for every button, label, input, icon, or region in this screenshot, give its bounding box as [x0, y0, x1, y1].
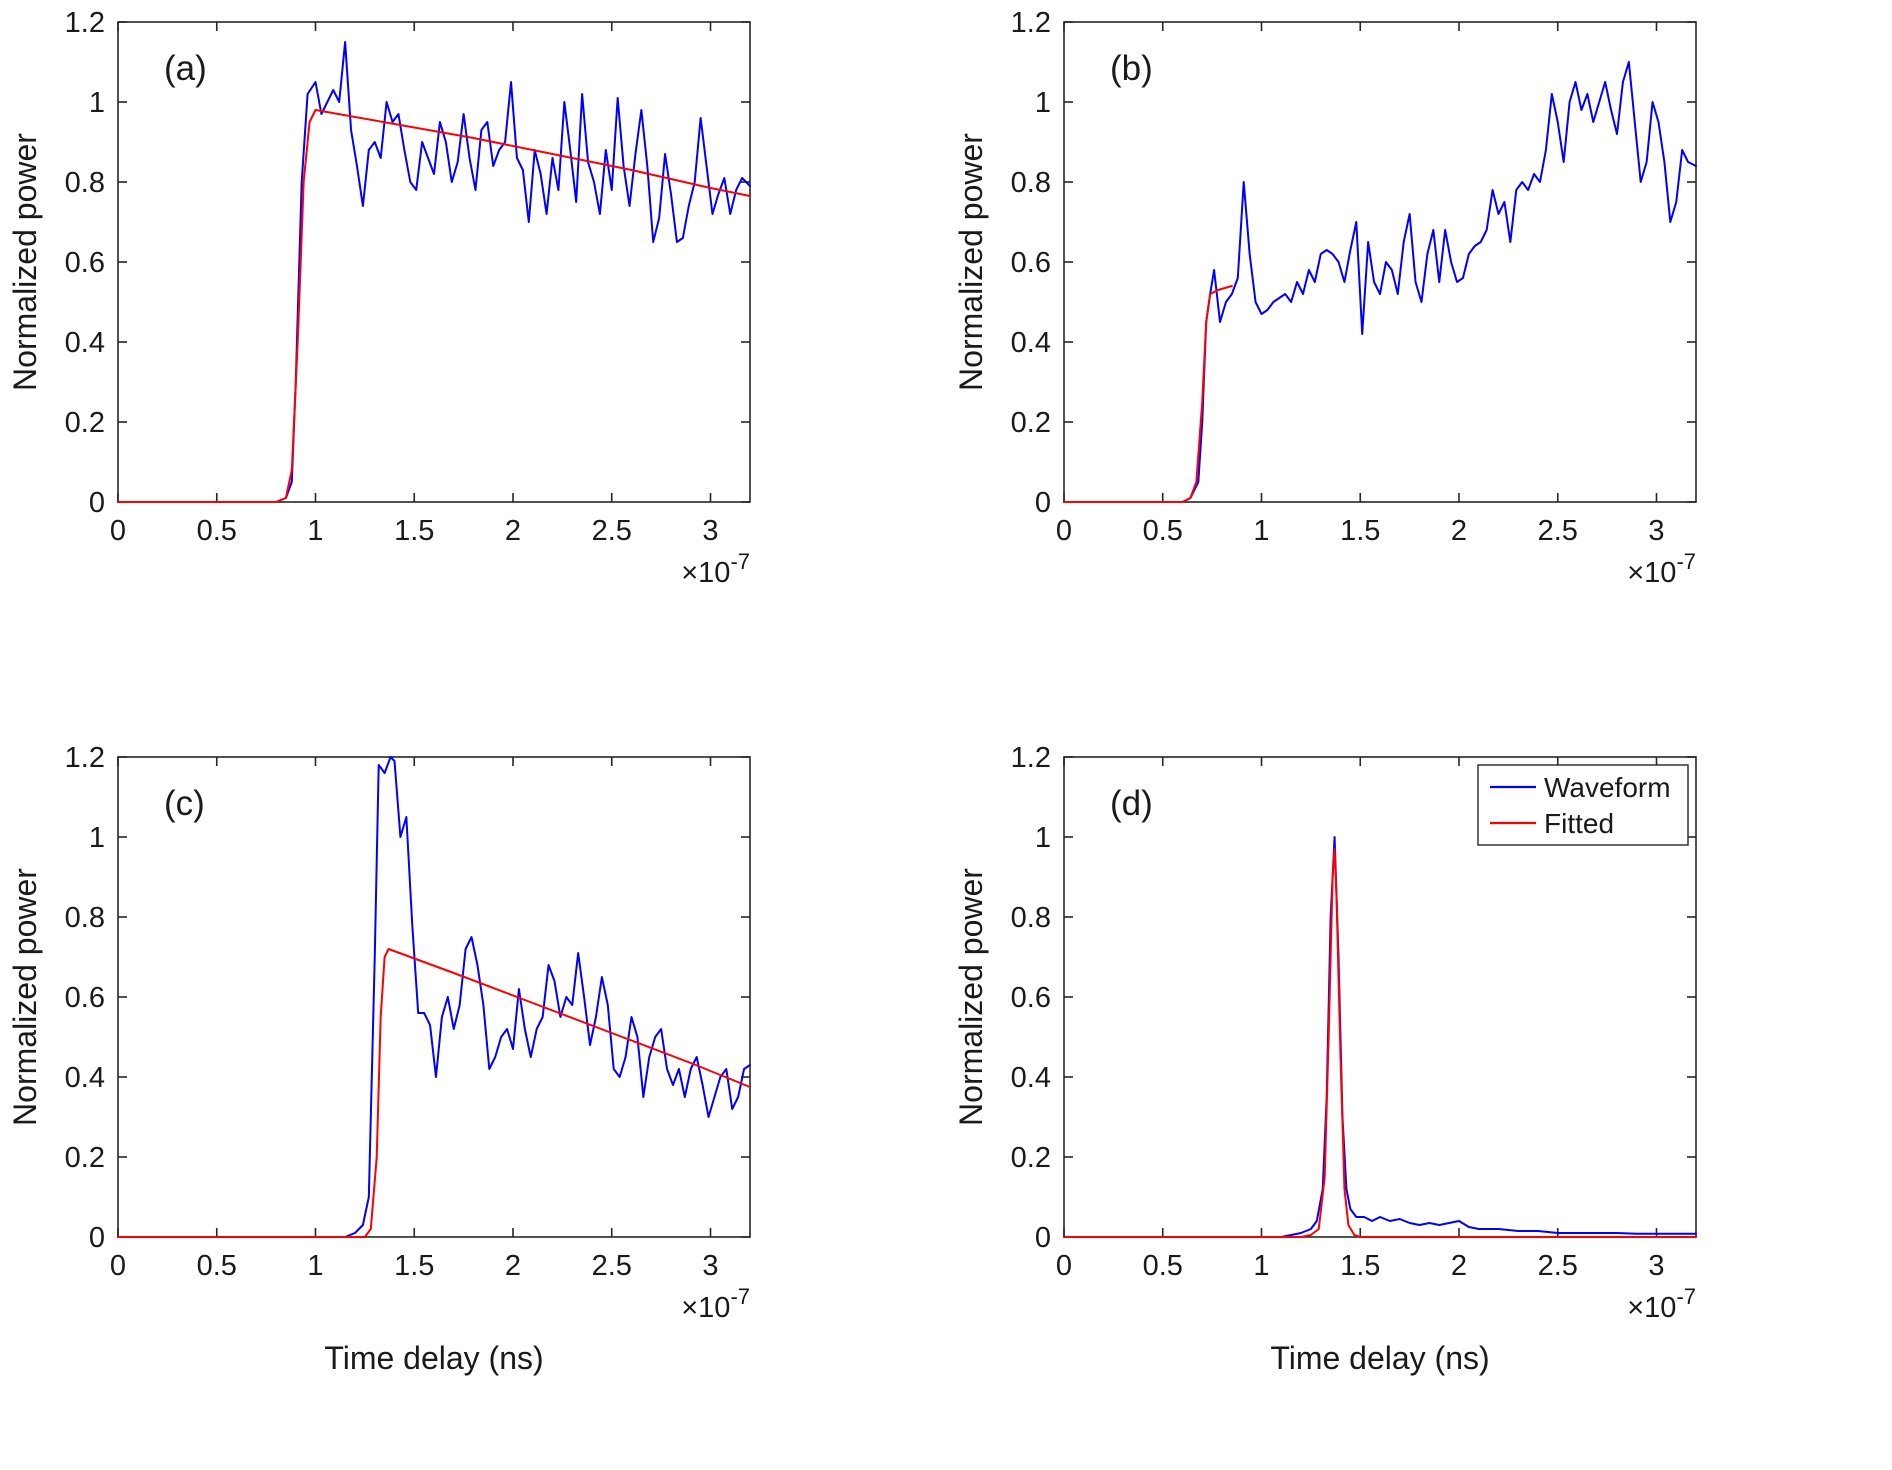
y-tick-label: 0.8 — [1011, 902, 1051, 934]
y-tick-label: 0.4 — [65, 327, 105, 359]
panel-c: 0 0.5 1 1.5 2 2.5 3 0 0.2 0.4 0.6 0.8 1 1.2 ×10-7 Norma… — [0, 735, 946, 1470]
x-tick-label: 1 — [1253, 1250, 1269, 1282]
x-axis-exponent-label: ×10-7 — [1627, 1284, 1696, 1324]
fitted-line-c — [117, 948, 751, 1238]
y-axis-label: Normalized power — [7, 133, 43, 391]
fitted-line-b — [1063, 285, 1233, 503]
y-axis-label: Normalized power — [953, 133, 989, 391]
y-tick-label: 0.4 — [1011, 327, 1051, 359]
x-tick-label: 0 — [1056, 1250, 1072, 1282]
panel-b-chart: 0 0.5 1 1.5 2 2.5 3 0 0.2 0.4 0.6 0.8 1 1.2 ×10-7 Norma… — [953, 7, 1697, 589]
panel-letter-c: (c) — [164, 784, 205, 823]
x-tick-label: 3 — [702, 515, 718, 547]
panel-d: 0 0.5 1 1.5 2 2.5 3 0 0.2 0.4 0.6 0.8 1 1.2 ×10-7 Norma… — [946, 735, 1892, 1470]
x-tick-label: 2 — [505, 515, 521, 547]
x-tick-label: 3 — [1648, 1250, 1664, 1282]
y-tick-label: 0.8 — [65, 902, 105, 934]
y-tick-label: 1.2 — [1011, 7, 1051, 39]
panel-a-chart: 0 0.5 1 1.5 2 2.5 3 0 0.2 0.4 0.6 0.8 1 1.2 ×10-7 Norma… — [7, 7, 751, 589]
x-tick-label: 3 — [1648, 515, 1664, 547]
x-tick-label: 1.5 — [394, 1250, 434, 1282]
y-tick-label: 0.2 — [65, 407, 105, 439]
y-tick-label: 0.6 — [1011, 982, 1051, 1014]
axes-box-c — [117, 756, 751, 1238]
x-tick-label: 1 — [307, 1250, 323, 1282]
x-tick-label: 2.5 — [1538, 515, 1578, 547]
panel-b: 0 0.5 1 1.5 2 2.5 3 0 0.2 0.4 0.6 0.8 1 1.2 ×10-7 Norma… — [946, 0, 1892, 735]
y-tick-label: 0 — [89, 1222, 105, 1254]
y-tick-label: 0.4 — [1011, 1062, 1051, 1094]
x-tick-label: 1 — [307, 515, 323, 547]
y-tick-label: 0.8 — [65, 167, 105, 199]
y-tick-label: 0.6 — [65, 247, 105, 279]
waveform-line-a — [117, 41, 751, 503]
y-tick-label: 0 — [1035, 1222, 1051, 1254]
x-tick-label: 0 — [1056, 515, 1072, 547]
legend-label-waveform: Waveform — [1544, 772, 1671, 803]
fitted-line-a — [117, 109, 751, 503]
waveform-line-b — [1063, 61, 1697, 503]
x-axis-label: Time delay (ns) — [324, 1340, 543, 1376]
y-tick-label: 1.2 — [65, 742, 105, 774]
x-tick-label: 2.5 — [1538, 1250, 1578, 1282]
x-tick-label: 1.5 — [1340, 515, 1380, 547]
y-tick-label: 0.8 — [1011, 167, 1051, 199]
y-tick-label: 0 — [89, 487, 105, 519]
x-tick-label: 0.5 — [197, 1250, 237, 1282]
x-tick-label: 1.5 — [1340, 1250, 1380, 1282]
x-tick-label: 2 — [1451, 1250, 1467, 1282]
legend-box — [1477, 764, 1689, 846]
y-tick-label: 0.6 — [65, 982, 105, 1014]
x-axis-exponent-label: ×10-7 — [681, 549, 750, 589]
waveform-line-d — [1063, 836, 1697, 1238]
x-tick-label: 0 — [110, 515, 126, 547]
y-tick-label: 1 — [1035, 87, 1051, 119]
waveform-line-c — [117, 756, 751, 1238]
y-tick-label: 0.2 — [1011, 407, 1051, 439]
y-axis-label: Normalized power — [7, 868, 43, 1126]
x-tick-label: 2 — [1451, 515, 1467, 547]
x-tick-label: 3 — [702, 1250, 718, 1282]
x-axis-exponent-label: ×10-7 — [1627, 549, 1696, 589]
x-tick-label: 2.5 — [592, 1250, 632, 1282]
x-tick-label: 0.5 — [1143, 1250, 1183, 1282]
y-axis-label: Normalized power — [953, 868, 989, 1126]
y-tick-label: 0.4 — [65, 1062, 105, 1094]
y-tick-label: 0.2 — [65, 1142, 105, 1174]
panel-c-chart: 0 0.5 1 1.5 2 2.5 3 0 0.2 0.4 0.6 0.8 1 1.2 ×10-7 Norma… — [7, 742, 751, 1376]
fitted-line-d — [1063, 848, 1697, 1238]
legend-label-fitted: Fitted — [1544, 808, 1614, 839]
x-tick-label: 1 — [1253, 515, 1269, 547]
x-axis-label: Time delay (ns) — [1270, 1340, 1489, 1376]
y-tick-label: 0.2 — [1011, 1142, 1051, 1174]
panel-a: 0 0.5 1 1.5 2 2.5 3 0 0.2 0.4 0.6 0.8 1 1.2 ×10-7 Norma… — [0, 0, 946, 735]
x-tick-label: 2.5 — [592, 515, 632, 547]
x-tick-label: 0 — [110, 1250, 126, 1282]
panel-letter-d: (d) — [1110, 784, 1153, 823]
y-tick-label: 1 — [1035, 822, 1051, 854]
y-tick-label: 1.2 — [1011, 742, 1051, 774]
axes-box-a — [117, 21, 751, 503]
panel-d-chart: 0 0.5 1 1.5 2 2.5 3 0 0.2 0.4 0.6 0.8 1 1.2 ×10-7 Norma… — [953, 742, 1697, 1376]
y-tick-label: 1.2 — [65, 7, 105, 39]
x-tick-label: 0.5 — [1143, 515, 1183, 547]
x-axis-exponent-label: ×10-7 — [681, 1284, 750, 1324]
panel-letter-a: (a) — [164, 49, 207, 88]
x-tick-label: 0.5 — [197, 515, 237, 547]
y-tick-label: 0.6 — [1011, 247, 1051, 279]
y-tick-label: 0 — [1035, 487, 1051, 519]
y-tick-label: 1 — [89, 87, 105, 119]
x-tick-label: 1.5 — [394, 515, 434, 547]
y-tick-label: 1 — [89, 822, 105, 854]
x-tick-label: 2 — [505, 1250, 521, 1282]
panel-letter-b: (b) — [1110, 49, 1153, 88]
